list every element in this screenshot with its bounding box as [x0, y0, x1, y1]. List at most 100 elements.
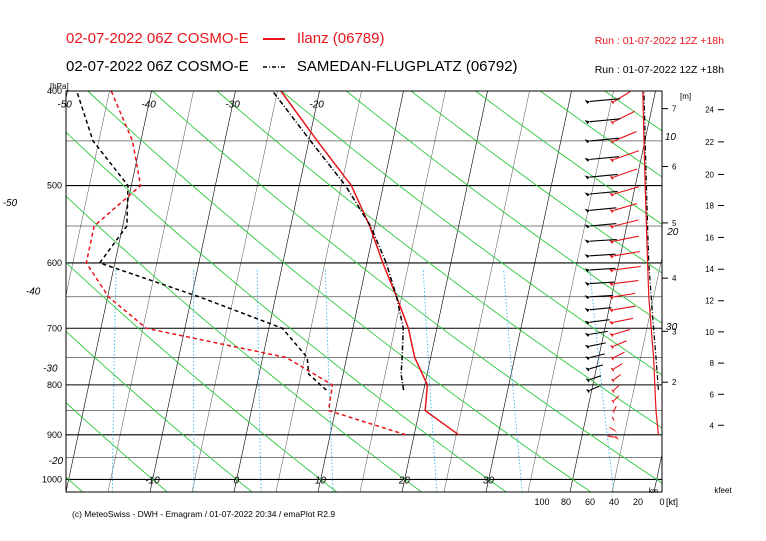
dry-adiabat-line: [66, 330, 253, 492]
dry-adiabat-line: [66, 131, 507, 492]
wind-tick-label: 80: [561, 497, 571, 507]
wind-barb-head: [609, 224, 614, 229]
wind-barb: [589, 342, 606, 347]
kfeet-label: 20: [705, 170, 714, 179]
isotherm-line: [485, 91, 572, 492]
pressure-tick-label: 400: [47, 86, 62, 96]
header-1-station: Ilanz (06789): [296, 30, 385, 47]
wind-unit-label: [kt]: [666, 497, 678, 507]
header-2-station: SAMEDAN-FLUGPLATZ (06792): [296, 58, 518, 75]
temperature-label: -30: [43, 364, 58, 375]
wind-barb-head: [610, 356, 614, 361]
wind-barb: [609, 426, 615, 431]
mixing-ratio-line: [422, 269, 438, 492]
wind-barb-head: [584, 99, 590, 104]
wind-profile-panel: [584, 90, 659, 440]
legend-dashdot-swatch: [262, 66, 285, 68]
dry-adiabat-line: [66, 195, 422, 492]
temperature-label: -20: [49, 456, 64, 467]
pressure-tick-label: 1000: [42, 474, 62, 484]
height-m-label: 2: [672, 378, 677, 387]
wind-barb-head: [609, 333, 614, 338]
wind-barb: [613, 317, 634, 323]
header-line-1: 02-07-2022 06Z COSMO-E Ilanz (06789): [66, 30, 384, 47]
km-label: km: [649, 488, 659, 495]
isotherm-line: [443, 91, 530, 492]
pressure-tick-label: 700: [47, 323, 62, 333]
dry-adiabat-line: [410, 91, 662, 274]
wind-barb: [589, 281, 615, 285]
dry-adiabat-line: [604, 91, 662, 132]
wind-barb: [589, 294, 614, 298]
wind-speed-line-0: [642, 90, 659, 435]
temperature-label: 0: [234, 476, 240, 487]
isotherm-line: [527, 91, 614, 492]
temperature-label: -40: [26, 287, 41, 298]
header-2-run: Run : 01-07-2022 12Z +18h: [594, 64, 724, 76]
wind-barb: [589, 98, 621, 103]
wind-barb-head: [584, 295, 590, 300]
isotherm-line: [401, 91, 488, 492]
temperature-line-1: [271, 91, 405, 391]
dry-adiabat-line: [281, 91, 662, 376]
dry-adiabat-line: [66, 476, 83, 492]
wind-barb: [613, 131, 637, 142]
wind-barb-head: [613, 419, 617, 424]
wind-barb-head: [614, 435, 619, 440]
wind-barb: [613, 384, 620, 391]
wind-barb: [613, 168, 638, 178]
wind-profile-label: 20: [666, 227, 679, 238]
wind-barb-head: [584, 157, 590, 162]
height-m-unit: [m]: [680, 92, 691, 101]
wind-barb-head: [584, 254, 590, 259]
dry-adiabat-line: [670, 91, 766, 492]
wind-barb: [589, 330, 608, 335]
wind-barb: [613, 395, 620, 401]
isotherm-line: [107, 91, 194, 492]
wind-barb-head: [610, 378, 614, 383]
height-m-label: 5: [672, 219, 677, 228]
height-m-label: 6: [672, 163, 677, 172]
wind-barb: [589, 385, 600, 391]
wind-barb: [589, 353, 606, 359]
wind-barb-head: [611, 409, 615, 414]
wind-barb: [613, 292, 636, 298]
wind-barb: [611, 416, 615, 421]
temperature-label: -40: [141, 100, 156, 111]
axis-labels: [hPa]4005006007008009001000-60-50-40-30-…: [3, 82, 733, 507]
wind-barb: [613, 351, 625, 358]
wind-barb: [607, 435, 615, 438]
temperature-label: 20: [398, 476, 411, 487]
emagram-grid: [66, 91, 766, 492]
wind-tick-label: 20: [633, 497, 643, 507]
wind-barb: [589, 156, 619, 160]
kfeet-label: 6: [710, 390, 715, 399]
dry-adiabat-line: [87, 91, 592, 492]
mixing-ratio-line: [503, 269, 523, 492]
wind-barb-head: [608, 268, 614, 273]
kfeet-label: 22: [705, 138, 714, 147]
dewpoint-line-0: [85, 91, 407, 436]
kfeet-unit: kfeet: [714, 486, 732, 495]
kfeet-label: 14: [705, 265, 714, 274]
isotherm-line: [317, 91, 404, 492]
wind-barb-head: [611, 389, 615, 394]
dry-adiabat-line: [66, 261, 338, 492]
temperature-label: -30: [225, 100, 240, 111]
wind-barb-head: [609, 140, 614, 145]
header-1-run: Run : 01-07-2022 12Z +18h: [594, 35, 724, 47]
wind-barb-head: [584, 239, 590, 244]
wind-barb: [613, 91, 631, 102]
isotherm-line: [738, 91, 766, 492]
wind-barb: [589, 173, 618, 178]
temperature-label: -50: [3, 198, 18, 209]
legend-solid-swatch: [262, 38, 285, 41]
temperature-label: 10: [315, 476, 327, 487]
isotherm-line: [66, 91, 110, 296]
wind-barb: [589, 319, 610, 323]
dry-adiabat-line: [216, 91, 662, 429]
wind-barb-head: [585, 367, 590, 372]
wind-barb-head: [585, 389, 590, 394]
pressure-tick-label: 900: [47, 430, 62, 440]
wind-barb-head: [608, 254, 614, 259]
